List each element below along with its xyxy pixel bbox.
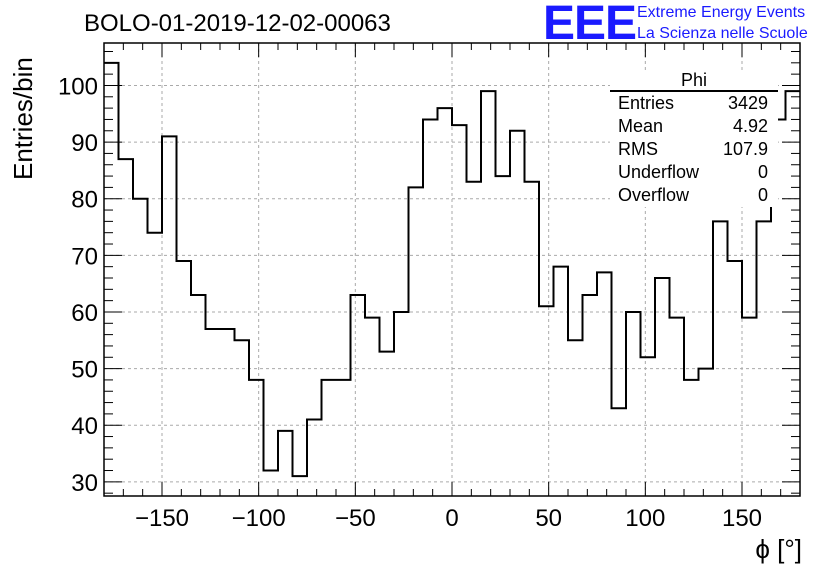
histogram-bin [322, 380, 337, 496]
histogram-bin [684, 380, 699, 496]
histogram-bin [757, 221, 772, 496]
stats-label: Underflow [618, 162, 700, 182]
y-tick-label: 60 [71, 300, 98, 327]
histogram-bin [235, 340, 250, 496]
x-tick-label: −50 [335, 505, 376, 532]
histogram-bin [409, 187, 424, 496]
x-tick-label: 150 [722, 505, 762, 532]
stats-row-overflow: Overflow 0 [610, 184, 778, 207]
y-tick-label: 90 [71, 130, 98, 157]
histogram-bin [293, 476, 308, 496]
histogram-bin [510, 131, 525, 496]
histogram-bin [583, 295, 598, 496]
x-tick-label: 0 [445, 505, 458, 532]
histogram-bin [162, 136, 177, 496]
stats-row-entries: Entries 3429 [610, 92, 778, 115]
histogram-bin [539, 306, 554, 496]
histogram-bin [525, 182, 540, 496]
x-axis-label: ϕ [°] [755, 534, 802, 564]
stats-row-mean: Mean 4.92 [610, 115, 778, 138]
histogram-bin [481, 91, 496, 496]
histogram-bin [220, 329, 235, 496]
y-tick-label: 70 [71, 243, 98, 270]
x-tick-label: 50 [535, 505, 562, 532]
chart-title: BOLO-01-2019-12-02-00063 [84, 10, 391, 37]
histogram-bin [104, 63, 119, 496]
stats-row-underflow: Underflow 0 [610, 161, 778, 184]
stats-label: RMS [618, 139, 658, 159]
histogram-bin [655, 278, 670, 496]
histogram-bin [467, 182, 482, 496]
histogram-bin [496, 176, 511, 496]
stats-value: 0 [757, 185, 768, 205]
histogram-bin [742, 318, 757, 496]
histogram-bin [351, 295, 366, 496]
stats-value: 3429 [727, 93, 768, 113]
y-axis-label: Entries/bin [8, 57, 38, 180]
histogram-bin [119, 159, 134, 496]
logo-text-line1: Extreme Energy Events [637, 4, 806, 21]
histogram-bin [438, 108, 453, 496]
histogram-bin [786, 91, 801, 496]
stats-box-title: Phi [610, 70, 778, 92]
histogram-bin [452, 125, 467, 496]
y-tick-label: 40 [71, 413, 98, 440]
histogram-bin [148, 233, 163, 496]
histogram-bin [641, 357, 656, 496]
histogram-bin [380, 352, 395, 496]
histogram-bin [249, 380, 264, 496]
histogram-bin [206, 329, 221, 496]
stats-value: 0 [757, 162, 768, 182]
histogram-bin [177, 261, 192, 496]
histogram-bin [626, 312, 641, 496]
histogram-outline [104, 61, 800, 478]
histogram-bin [264, 471, 279, 496]
stats-value: 107.9 [722, 139, 768, 159]
stats-row-rms: RMS 107.9 [610, 138, 778, 161]
histogram-bin [133, 199, 148, 496]
histogram-bin [728, 261, 743, 496]
eee-logo-mark: EEE [543, 0, 637, 50]
logo-text-line2: La Scienza nelle Scuole [637, 25, 808, 42]
histogram-bin [336, 380, 351, 496]
histogram-bin [365, 318, 380, 496]
y-tick-label: 80 [71, 187, 98, 214]
stats-value: 4.92 [732, 116, 768, 136]
x-tick-label: −100 [232, 505, 286, 532]
histogram-bin [597, 272, 612, 496]
y-tick-label: 50 [71, 357, 98, 384]
histogram-bin [713, 221, 728, 496]
stats-label: Overflow [618, 185, 690, 205]
y-tick-label: 100 [58, 73, 98, 100]
histogram-bin [278, 431, 293, 496]
histogram-bin [191, 295, 206, 496]
stats-box: Phi Entries 3429 Mean 4.92 RMS 107.9 Und… [610, 70, 778, 207]
histogram-bin [670, 318, 685, 496]
x-tick-label: 100 [625, 505, 665, 532]
histogram-bin [394, 312, 409, 496]
histogram-bin [699, 369, 714, 496]
stats-label: Entries [618, 93, 675, 113]
histogram-bin [307, 420, 322, 496]
stats-label: Mean [618, 116, 664, 136]
x-tick-label: −150 [135, 505, 189, 532]
histogram-bin [423, 119, 438, 496]
histogram-bin [568, 340, 583, 496]
y-tick-label: 30 [71, 470, 98, 497]
histogram-bin [554, 267, 569, 496]
histogram-bin [612, 408, 627, 496]
